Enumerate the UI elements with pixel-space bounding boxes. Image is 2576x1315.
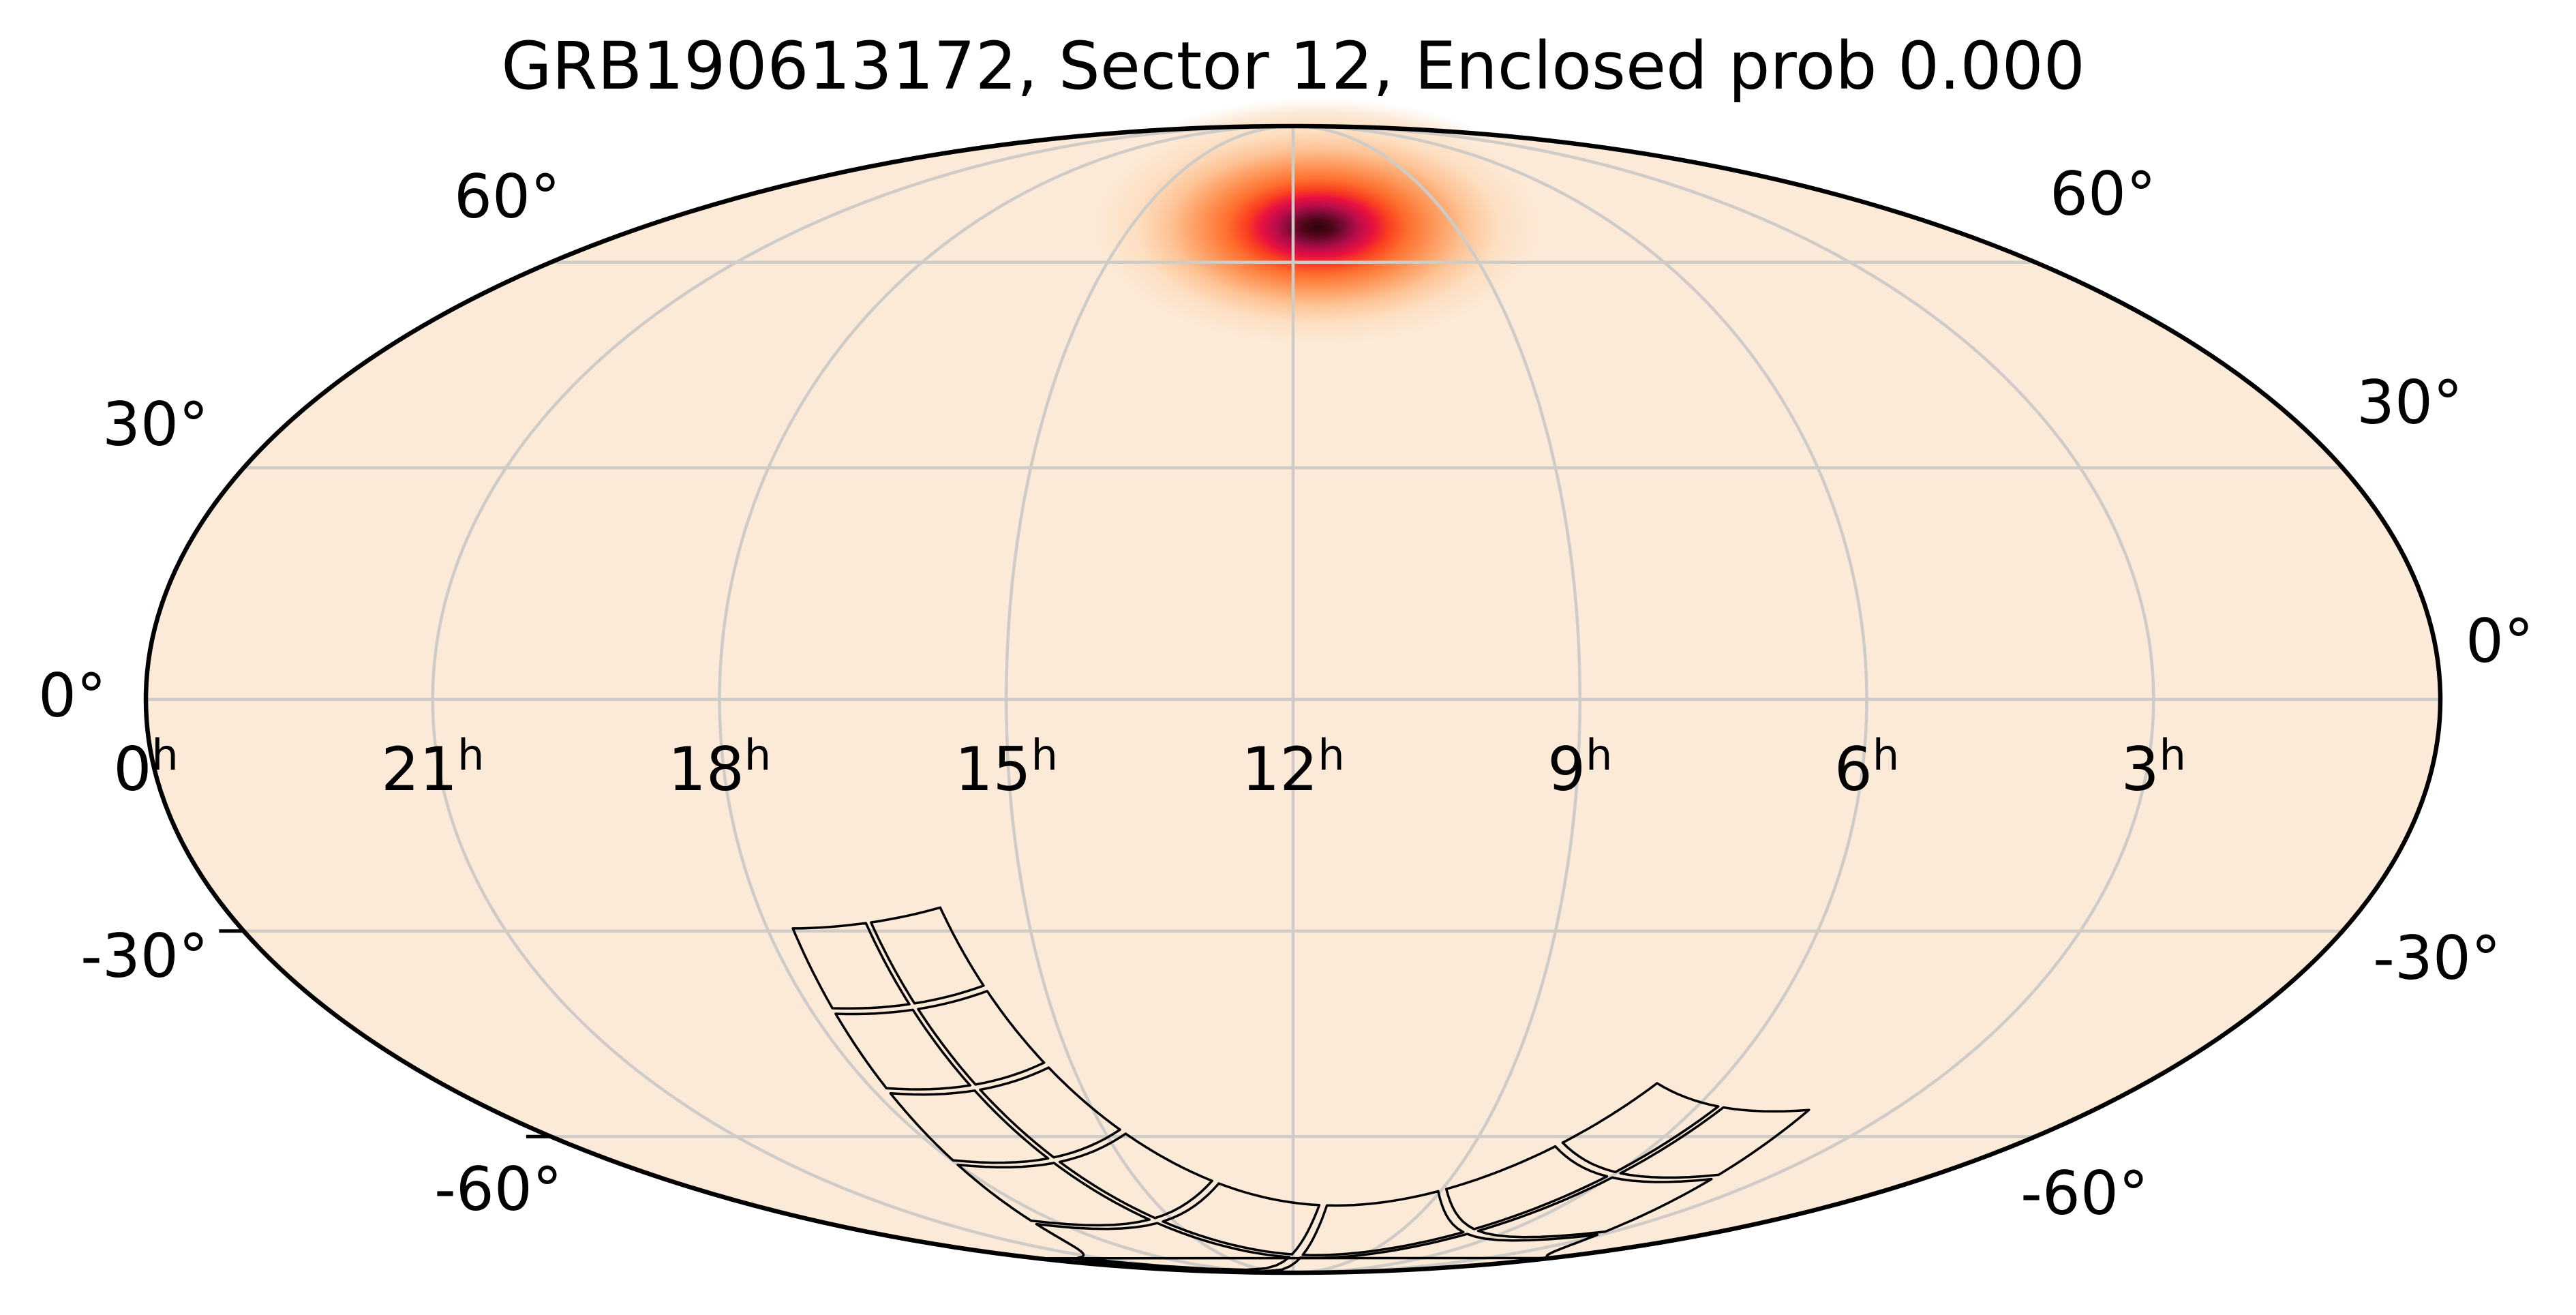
ccd-cell-r4-c0: [1162, 1182, 1321, 1256]
ra-label-3h: 3h: [2121, 730, 2186, 804]
dec-boundary-ticks: [219, 929, 551, 1138]
dec-label-left-0: 0°: [38, 661, 106, 731]
ccd-cell-r3-c0: [1058, 1132, 1213, 1220]
ra-label-18h: 18h: [668, 730, 771, 804]
plot-title: GRB190613172, Sector 12, Enclosed prob 0…: [501, 28, 2085, 104]
dec-label-left-60: 60°: [454, 162, 560, 232]
dec-label-left-30: 30°: [102, 389, 209, 459]
dec-label-right-60: 60°: [2050, 159, 2156, 229]
ccd-cell-r7-c1: [1619, 1106, 1810, 1179]
dec-label-left--30: -30°: [80, 921, 209, 991]
tess-footprint: [791, 906, 1810, 1273]
ccd-cell-r6-c0: [1444, 1145, 1609, 1230]
ra-label-9h: 9h: [1547, 730, 1612, 804]
ccd-cell-r5-c0: [1301, 1190, 1465, 1256]
ra-label-12h: 12h: [1241, 730, 1344, 804]
ra-label-21h: 21h: [381, 730, 484, 804]
dec-label-right--30: -30°: [2373, 923, 2501, 993]
dec-label-right--60: -60°: [2020, 1158, 2149, 1228]
ccd-cell-r1-c0: [917, 990, 1046, 1086]
dec-label-left--60: -60°: [434, 1154, 562, 1224]
ccd-cell-r0-c0: [870, 906, 985, 1005]
ra-label-6h: 6h: [1834, 730, 1899, 804]
ra-label-0h: 0h: [113, 730, 178, 804]
ccd-cell-r7-c0: [1561, 1082, 1720, 1174]
ra-label-15h: 15h: [955, 730, 1058, 804]
ccd-cell-r3-c1: [956, 1162, 1151, 1227]
dec-tick-labels: 60° 60° 30° 30° 0° 0° -30° -30° -60° -60°: [38, 159, 2534, 1228]
dec-label-right-30: 30°: [2357, 367, 2463, 438]
ccd-cell-r1-c1: [834, 1008, 971, 1091]
ccd-cell-r2-c1: [889, 1089, 1050, 1164]
ccd-cell-r0-c1: [791, 922, 911, 1010]
dec-label-right-0: 0°: [2466, 606, 2534, 676]
graticule-grid: [146, 124, 2440, 1275]
ra-label-24h: 0h: [113, 730, 178, 804]
ccd-cell-r6-c1: [1476, 1176, 1713, 1239]
map-border: [143, 123, 2443, 1275]
ccd-cell-r2-c0: [979, 1066, 1121, 1159]
